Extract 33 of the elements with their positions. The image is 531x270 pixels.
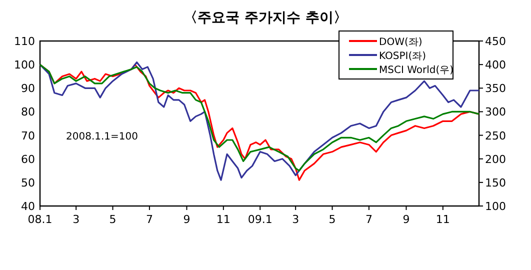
y2-tick-label: 450 (485, 35, 506, 48)
x-tick-label: 11 (436, 213, 450, 226)
y2-tick-label: 400 (485, 58, 506, 72)
x-tick-label: 3 (292, 213, 300, 226)
x-tick-label: 9 (402, 213, 410, 226)
y2-tick-label: 150 (485, 176, 506, 190)
y-tick-label: 60 (21, 152, 35, 166)
x-tick-label: 08.1 (28, 213, 52, 226)
annotation: 2008.1.1=100 (66, 131, 138, 142)
y-tick-label: 100 (14, 58, 35, 72)
y2-tick-label: 250 (485, 129, 506, 142)
legend-label: DOW(좌) (379, 37, 422, 48)
x-tick-label: 11 (216, 213, 230, 226)
x-tick-label: 7 (365, 213, 372, 226)
y-tick-label: 110 (14, 35, 35, 48)
x-tick-label: 7 (146, 213, 153, 226)
y-tick-label: 80 (21, 106, 35, 119)
x-tick-label: 3 (72, 213, 80, 226)
y2-tick-label: 100 (485, 200, 506, 213)
x-tick-label: 5 (109, 213, 116, 226)
y-tick-label: 70 (21, 129, 35, 142)
chart-title: 〈주요국 주가지수 추이〉 (184, 10, 348, 26)
legend-label: MSCI World(우) (379, 65, 454, 76)
x-tick-label: 9 (183, 213, 190, 226)
legend-label: KOSPI(좌) (379, 51, 426, 62)
y-tick-label: 90 (21, 82, 35, 96)
y2-tick-label: 200 (485, 152, 506, 166)
x-tick-label: 09.1 (248, 213, 272, 226)
y2-tick-label: 350 (485, 82, 506, 96)
y-tick-label: 50 (21, 176, 35, 190)
y2-tick-label: 300 (485, 106, 506, 119)
y-tick-label: 40 (21, 200, 35, 213)
x-tick-label: 5 (328, 213, 336, 226)
